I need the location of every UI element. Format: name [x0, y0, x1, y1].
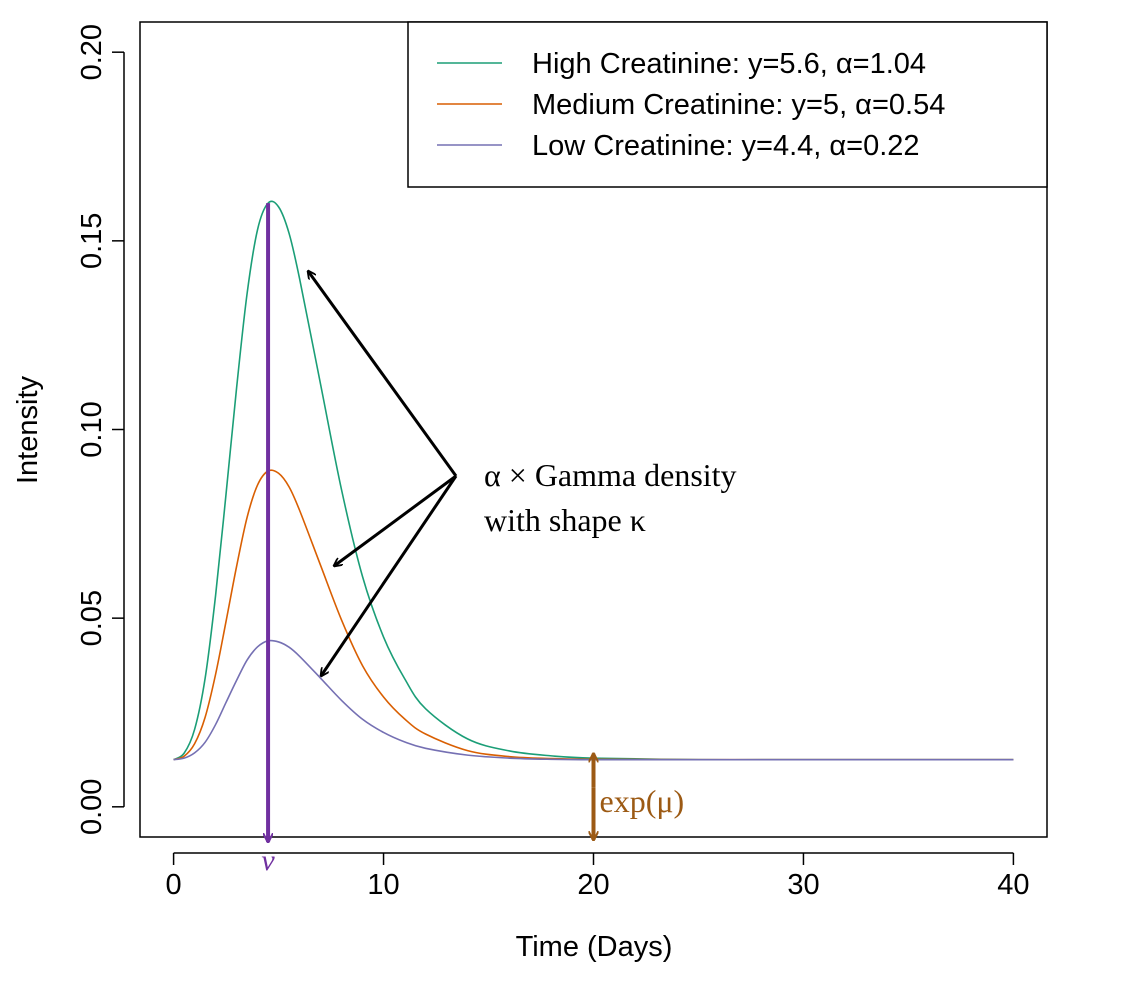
x-tick-label: 40: [997, 869, 1029, 901]
legend-label-high: High Creatinine: y=5.6, α=1.04: [532, 48, 926, 80]
legend-box: [407, 21, 1048, 188]
gamma-label-line2: with shape κ: [484, 502, 646, 538]
y-axis: 0.00 0.05 0.10 0.15 0.20: [76, 24, 125, 835]
annotations: α × Gamma density with shape κ ν exp(μ): [261, 203, 737, 877]
mu-label: exp(μ): [600, 783, 685, 819]
x-tick-label: 30: [787, 869, 819, 901]
series-line-low: [173, 639, 1014, 761]
y-tick-label: 0.20: [76, 24, 108, 80]
legend-label-medium: Medium Creatinine: y=5, α=0.54: [532, 89, 945, 121]
legend: High Creatinine: y=5.6, α=1.04 Medium Cr…: [407, 21, 1048, 188]
y-tick-label: 0.10: [76, 401, 108, 457]
x-tick-label: 20: [577, 869, 609, 901]
x-tick-label: 0: [166, 869, 182, 901]
nu-label: ν: [261, 844, 275, 877]
x-tick-label: 10: [367, 869, 399, 901]
y-tick-label: 0.00: [76, 779, 108, 835]
y-tick-label: 0.15: [76, 213, 108, 269]
x-axis: 0 10 20 30 40: [166, 852, 1030, 901]
series-layer: [173, 200, 1014, 761]
gamma-arrow-low: [321, 475, 458, 676]
gamma-arrow-high: [308, 271, 458, 477]
y-axis-label: Intensity: [12, 376, 44, 484]
gamma-label-line1: α × Gamma density: [484, 457, 737, 493]
y-tick-label: 0.05: [76, 590, 108, 646]
x-axis-label: Time (Days): [516, 931, 673, 963]
gamma-arrow-medium: [334, 474, 457, 566]
legend-label-low: Low Creatinine: y=4.4, α=0.22: [532, 130, 920, 162]
